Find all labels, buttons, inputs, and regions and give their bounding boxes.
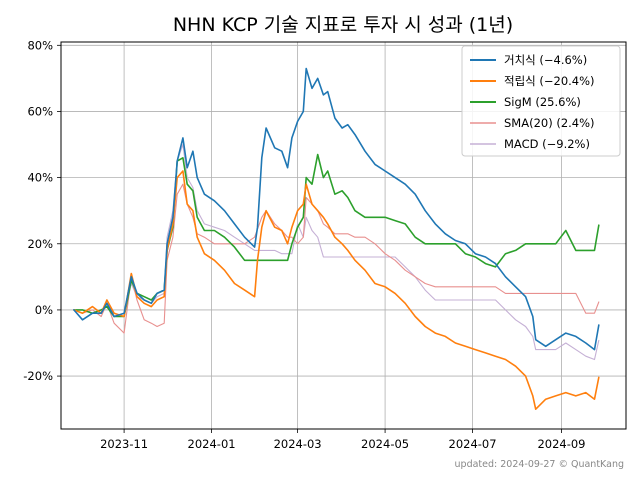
legend-box [461,45,621,157]
legend-label: SigM (25.6%) [504,95,581,109]
legend-label: MACD (−9.2%) [504,137,590,151]
series-line [73,183,600,334]
y-tick-label: -20% [23,369,53,383]
x-tick-label: 2024-05 [361,437,409,451]
y-tick-label: 80% [27,38,53,52]
x-tick-label: 2024-09 [537,437,585,451]
series-lines [73,67,600,411]
legend-label: 거치식 (−4.6%) [504,53,587,67]
plot-frame [60,41,627,430]
x-tick-label: 2024-07 [449,437,497,451]
footer-credit: updated: 2024-09-27 © QuantKang [455,459,624,470]
y-tick-label: 0% [35,303,53,317]
series-line [73,170,600,411]
legend-label: 적립식 (−20.4%) [504,74,595,88]
x-tick-label: 2024-01 [188,437,236,451]
y-tick-label: 20% [27,237,53,251]
axis-ticks: 2023-11 2024-01 2024-03 2024-05 2024-07 2024-… [23,38,585,451]
legend-label: SMA(20) (2.4%) [504,116,595,130]
chart-title: NHN KCP 기술 지표로 투자 시 성과 (1년) [173,14,513,36]
y-tick-label: 40% [27,171,53,185]
legend: 거치식 (−4.6%) 적립식 (−20.4%) SigM (25.6%) SMA(2… [461,45,621,157]
series-line [73,143,600,361]
x-tick-label: 2024-03 [274,437,322,451]
x-tick-label: 2023-11 [100,437,148,451]
series-line [73,67,600,351]
y-tick-label: 60% [27,104,53,118]
